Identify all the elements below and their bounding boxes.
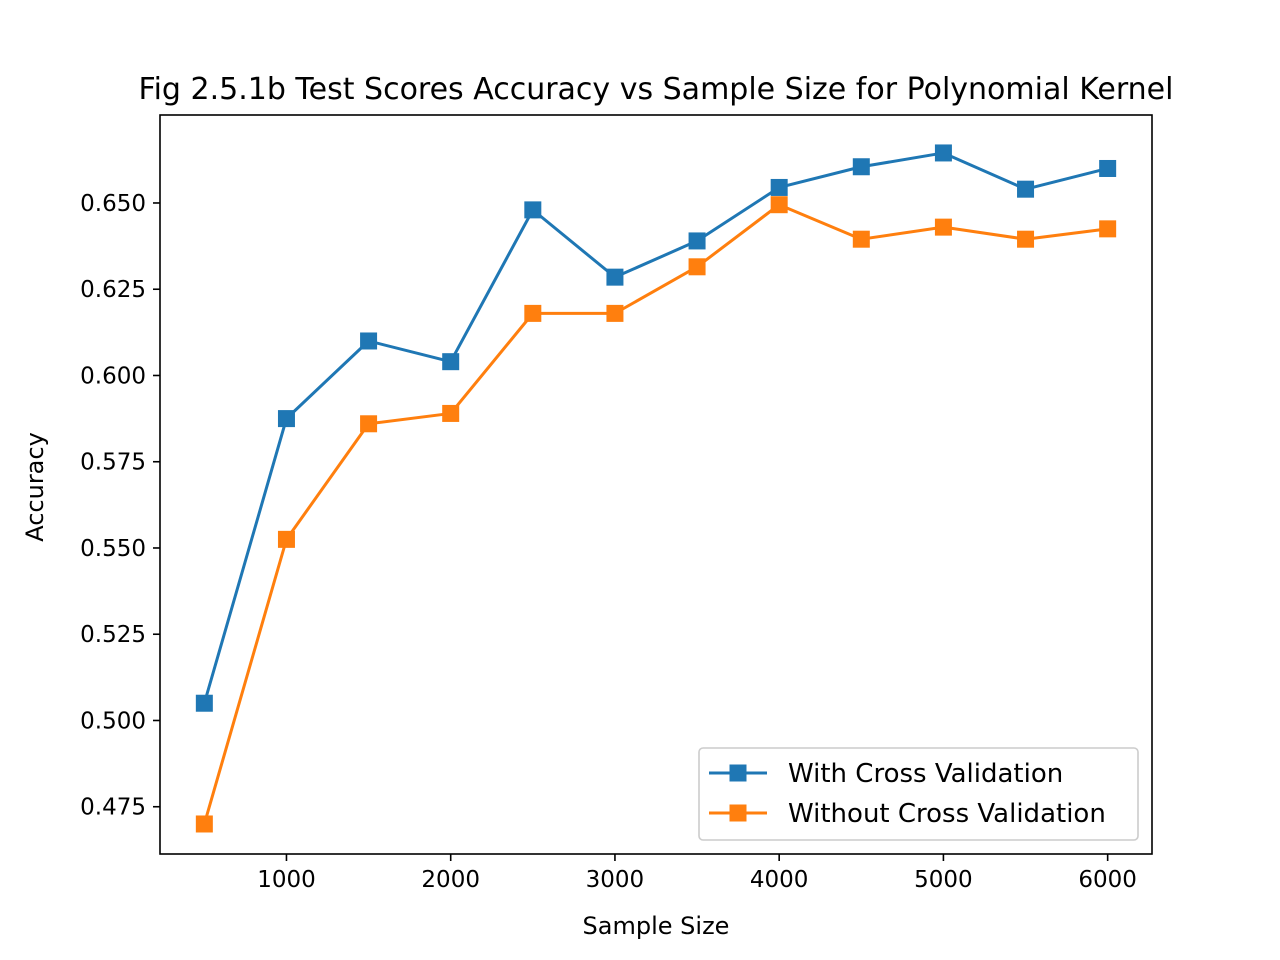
legend: With Cross Validation Without Cross Valid… (698, 747, 1139, 841)
series-2-marker (442, 404, 460, 422)
series-1-marker (606, 268, 624, 286)
x-tick-label: 3000 (586, 867, 645, 893)
series-1-marker (770, 178, 788, 196)
series-2-marker (688, 258, 706, 276)
x-tick-label: 5000 (914, 867, 973, 893)
series-2-marker (195, 815, 213, 833)
legend-marker-1 (729, 764, 747, 782)
series-2-marker (606, 304, 624, 322)
series-2-marker (1099, 220, 1117, 238)
series-2-marker (1017, 230, 1035, 248)
series-1-marker (688, 232, 706, 250)
legend-marker-2 (729, 804, 747, 822)
x-tick-label: 1000 (257, 867, 316, 893)
plot-frame (159, 114, 1153, 855)
series-1-marker (524, 201, 542, 219)
series-1-marker (195, 694, 213, 712)
series-2-marker (277, 530, 295, 548)
x-axis-label: Sample Size (583, 912, 730, 940)
y-tick-label: 0.575 (80, 450, 146, 476)
legend-box (698, 747, 1139, 841)
x-tick-label: 6000 (1078, 867, 1137, 893)
y-tick-label: 0.600 (80, 363, 146, 389)
plot-area (159, 114, 1153, 855)
series-line-2 (202, 203, 1108, 825)
y-tick-label: 0.500 (80, 708, 146, 734)
y-tick-label: 0.625 (80, 277, 146, 303)
x-tick-label: 2000 (421, 867, 480, 893)
x-axis: 1000 2000 3000 4000 5000 6000 (257, 854, 1137, 893)
y-tick-label: 0.650 (80, 191, 146, 217)
y-tick-label: 0.525 (80, 622, 146, 648)
series-2-marker (524, 304, 542, 322)
x-tick-label: 4000 (750, 867, 809, 893)
series-1-marker (277, 410, 295, 428)
chart-title: Fig 2.5.1b Test Scores Accuracy vs Sampl… (139, 72, 1174, 107)
series-2-marker (360, 415, 378, 433)
series-2-marker (770, 196, 788, 214)
y-axis-label: Accuracy (21, 432, 49, 542)
y-axis: 0.475 0.500 0.525 0.550 0.575 0.600 0.625 0.650 (80, 191, 160, 821)
series-1-marker (934, 144, 952, 162)
series-2-marker (852, 230, 870, 248)
series-line-1 (202, 151, 1109, 704)
legend-label-2: Without Cross Validation (788, 799, 1106, 829)
series-1-marker (1017, 180, 1035, 198)
legend-label-1: With Cross Validation (788, 759, 1063, 789)
y-tick-label: 0.550 (80, 536, 146, 562)
y-tick-label: 0.475 (80, 795, 146, 821)
series-1-marker (1099, 159, 1117, 177)
series-1-marker (360, 332, 378, 350)
series-1-marker (442, 353, 460, 371)
series-2-marker (934, 218, 952, 236)
series-1-marker (852, 158, 870, 176)
